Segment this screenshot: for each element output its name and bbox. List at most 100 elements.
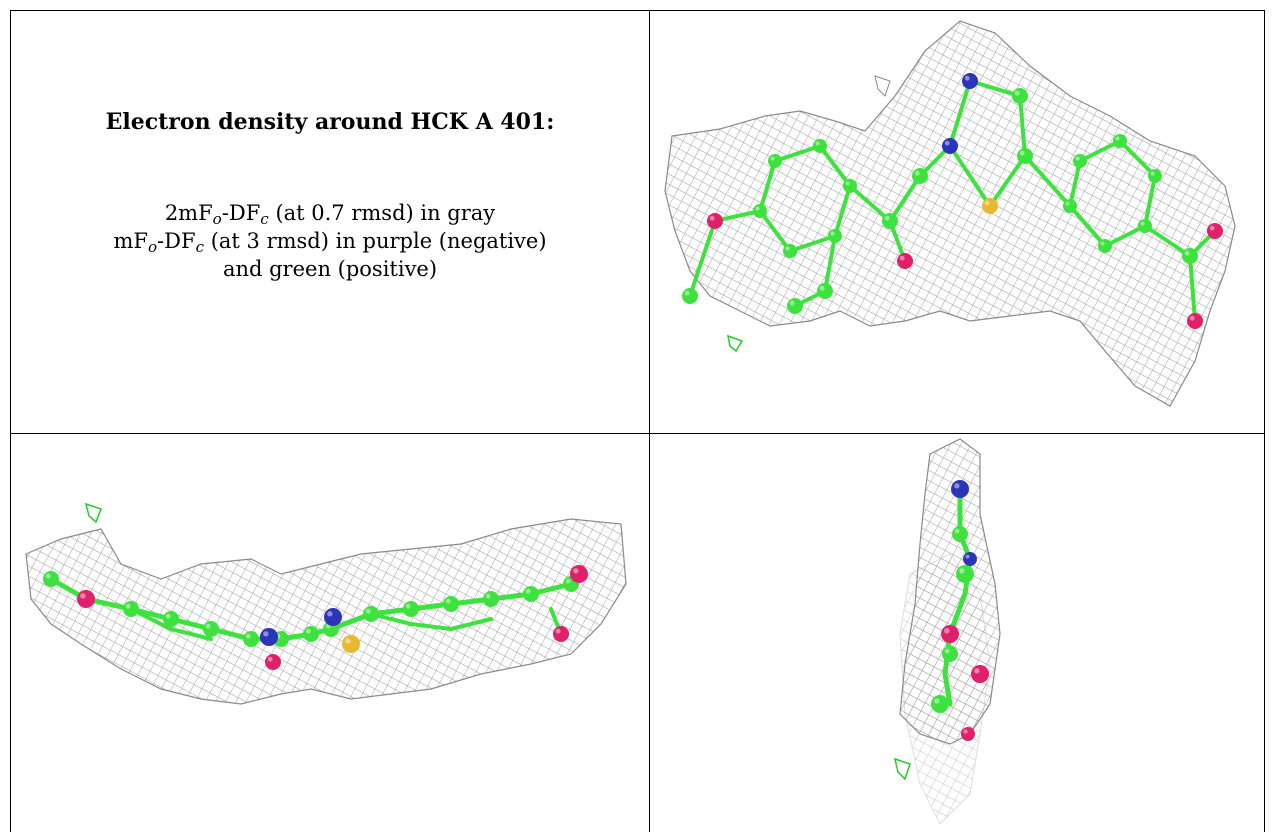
atom-highlight bbox=[984, 200, 990, 206]
caption-line-1-mid: -DF bbox=[221, 201, 261, 225]
caption-line-1-sub-o: o bbox=[212, 209, 222, 228]
oxygen-atom bbox=[961, 727, 975, 741]
carbon-atom bbox=[43, 571, 59, 587]
sulfur-atom bbox=[982, 198, 998, 214]
atom-highlight bbox=[954, 528, 960, 534]
atom-highlight bbox=[944, 628, 950, 634]
carbon-atom bbox=[1063, 199, 1077, 213]
molecule-view-end bbox=[650, 434, 1265, 832]
bond bbox=[1143, 174, 1157, 228]
atom-highlight bbox=[80, 593, 86, 599]
caption-title: Electron density around HCK A 401: bbox=[105, 109, 555, 135]
positive-density-blob bbox=[84, 502, 102, 524]
bond bbox=[988, 154, 1027, 208]
molecule-view-front bbox=[650, 11, 1265, 433]
carbon-atom bbox=[303, 626, 319, 642]
atom-highlight bbox=[125, 603, 131, 609]
carbon-atom bbox=[363, 606, 379, 622]
atom-highlight bbox=[974, 668, 980, 674]
caption-line-3: and green (positive) bbox=[222, 257, 438, 281]
caption-lines: 2mFo-DFc (at 0.7 rmsd) in gray mFo-DFc (… bbox=[11, 199, 649, 283]
caption-line-2-mid: -DF bbox=[157, 229, 196, 253]
oxygen-atom bbox=[553, 626, 569, 642]
carbon-atom bbox=[768, 154, 782, 168]
bond bbox=[758, 209, 792, 253]
atom-highlight bbox=[914, 170, 920, 176]
carbon-atom bbox=[403, 601, 419, 617]
atom-highlight bbox=[1140, 221, 1145, 226]
bond bbox=[1068, 159, 1082, 208]
carbon-atom bbox=[523, 586, 539, 602]
table-vertical-divider bbox=[649, 10, 650, 832]
caption-line-2-suffix: (at 3 rmsd) in purple (negative) bbox=[204, 229, 547, 253]
oxygen-atom bbox=[77, 590, 95, 608]
bond bbox=[788, 234, 837, 253]
bond bbox=[688, 219, 717, 298]
bond bbox=[449, 617, 493, 631]
atom-highlight bbox=[1100, 241, 1105, 246]
bond bbox=[823, 234, 837, 293]
carbon-atom bbox=[828, 229, 842, 243]
atom-highlight bbox=[1065, 201, 1070, 206]
atom-highlight bbox=[934, 698, 940, 704]
atom-highlight bbox=[964, 75, 970, 81]
nitrogen-atom bbox=[324, 608, 342, 626]
atom-highlight bbox=[245, 633, 251, 639]
atom-highlight bbox=[345, 638, 351, 644]
carbon-atom bbox=[163, 611, 179, 627]
carbon-atom bbox=[682, 288, 698, 304]
oxygen-atom bbox=[265, 654, 281, 670]
carbon-atom bbox=[1138, 219, 1152, 233]
carbon-atom bbox=[942, 646, 958, 662]
atom-highlight bbox=[405, 603, 411, 609]
atom-highlight bbox=[525, 588, 531, 594]
carbon-atom bbox=[813, 139, 827, 153]
atom-highlight bbox=[965, 554, 970, 559]
bond bbox=[169, 627, 213, 641]
atom-highlight bbox=[305, 628, 311, 634]
bond bbox=[848, 184, 892, 223]
bond bbox=[1188, 254, 1197, 323]
bond bbox=[1068, 204, 1107, 248]
caption-line-2-sub-c: c bbox=[195, 237, 205, 256]
caption-line-1-sub-c: c bbox=[260, 209, 269, 228]
atom-highlight bbox=[263, 631, 269, 637]
bond bbox=[1023, 154, 1072, 208]
oxygen-atom bbox=[570, 565, 588, 583]
carbon-atom bbox=[483, 591, 499, 607]
carbon-atom bbox=[1073, 154, 1087, 168]
atom-highlight bbox=[954, 483, 960, 489]
positive-density-blob bbox=[727, 334, 744, 353]
atom-highlight bbox=[709, 215, 715, 221]
atom-highlight bbox=[830, 231, 835, 236]
caption-line-2: mFo-DFc (at 3 rmsd) in purple (negative) bbox=[11, 227, 649, 255]
caption-panel: Electron density around HCK A 401: 2mFo-… bbox=[11, 11, 649, 433]
atom-highlight bbox=[555, 628, 561, 634]
atom-highlight bbox=[819, 285, 825, 291]
carbon-atom bbox=[123, 601, 139, 617]
atom-highlight bbox=[267, 656, 273, 662]
atom-highlight bbox=[445, 598, 451, 604]
atom-highlight bbox=[770, 156, 775, 161]
bond bbox=[948, 144, 992, 208]
atom-highlight bbox=[1209, 225, 1215, 231]
bond bbox=[773, 144, 822, 163]
density-mesh-front-image bbox=[664, 20, 1236, 407]
sulfur-atom bbox=[342, 635, 360, 653]
atom-highlight bbox=[845, 181, 850, 186]
nitrogen-atom bbox=[963, 552, 977, 566]
bond bbox=[1078, 139, 1122, 163]
density-fragment bbox=[874, 75, 891, 97]
bond bbox=[1118, 139, 1157, 178]
caption-line-2-sub-o: o bbox=[147, 237, 158, 256]
bond bbox=[1018, 94, 1027, 158]
atom-highlight bbox=[944, 648, 950, 654]
carbon-atom bbox=[1017, 148, 1033, 164]
atom-highlight bbox=[944, 140, 950, 146]
oxygen-atom bbox=[1187, 313, 1203, 329]
bond bbox=[758, 159, 777, 213]
bond bbox=[1143, 224, 1192, 258]
bond bbox=[948, 79, 972, 148]
atom-highlight bbox=[205, 623, 211, 629]
carbon-atom bbox=[817, 283, 833, 299]
